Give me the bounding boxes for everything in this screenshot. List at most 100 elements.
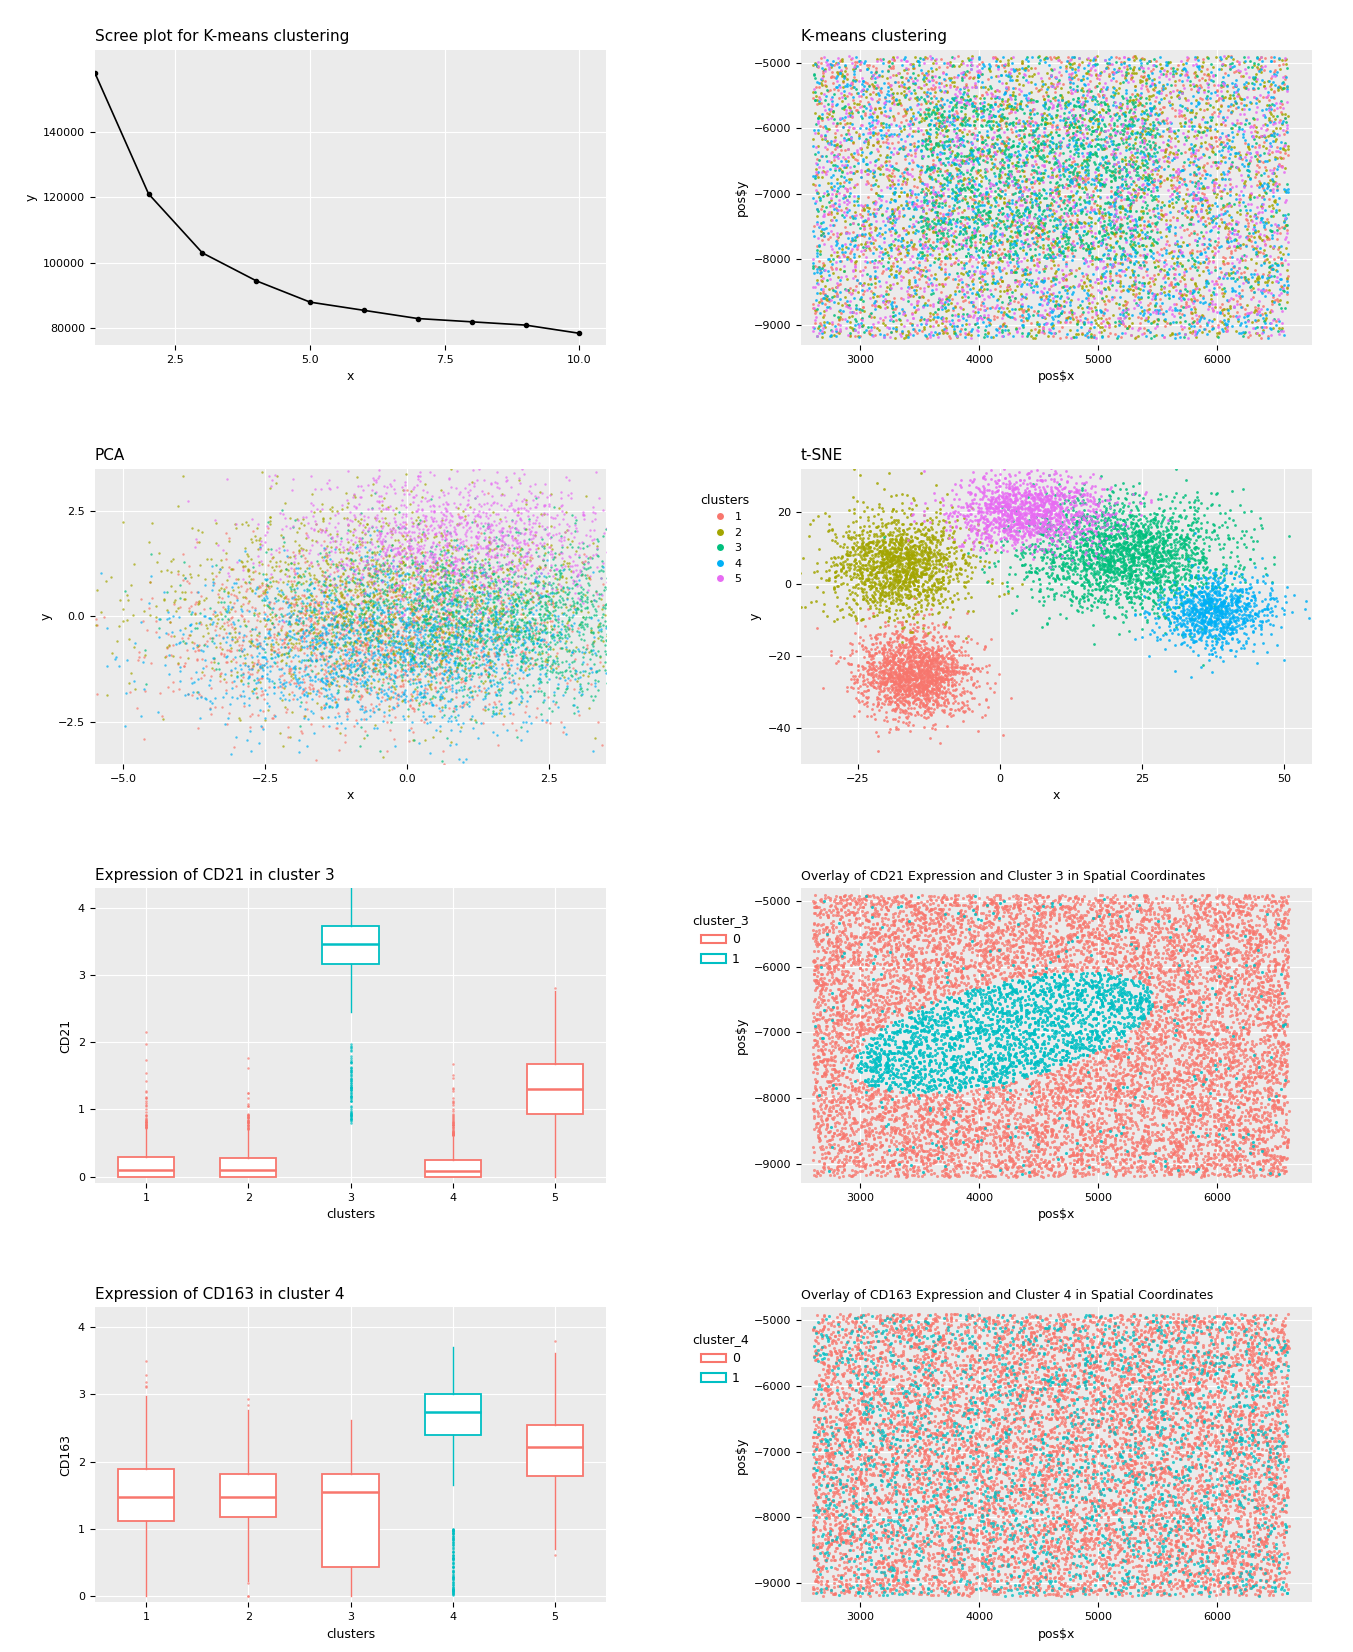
- Point: [1008, 955, 1030, 981]
- Point: [812, 249, 833, 276]
- Point: [271, 515, 292, 542]
- Point: [896, 1092, 917, 1118]
- Point: [1216, 1112, 1238, 1138]
- Point: [1053, 264, 1074, 291]
- Point: [572, 657, 594, 684]
- Point: [805, 923, 827, 950]
- Point: [1226, 94, 1247, 121]
- Point: [888, 1018, 909, 1044]
- Point: [1266, 1401, 1288, 1427]
- Point: [617, 582, 639, 608]
- Point: [948, 89, 970, 116]
- Point: [850, 1056, 871, 1082]
- Point: [816, 294, 838, 320]
- Point: [1180, 1419, 1201, 1446]
- Point: [907, 1031, 928, 1057]
- Point: [418, 618, 440, 644]
- Point: [1009, 1341, 1031, 1368]
- Point: [522, 629, 544, 656]
- Point: [1072, 1483, 1093, 1510]
- Point: [1269, 1056, 1291, 1082]
- Point: [846, 307, 867, 334]
- Point: [1111, 211, 1132, 238]
- Point: [802, 1095, 824, 1122]
- Point: [1036, 192, 1058, 218]
- Point: [823, 1492, 844, 1518]
- Point: [917, 567, 939, 593]
- Point: [582, 593, 603, 620]
- Point: [1277, 882, 1299, 909]
- Point: [1147, 1308, 1169, 1335]
- Point: [1004, 471, 1026, 497]
- Point: [879, 94, 901, 121]
- Point: [1034, 1472, 1055, 1498]
- Point: [1101, 940, 1123, 966]
- Point: [1095, 540, 1116, 567]
- Point: [928, 241, 950, 268]
- Point: [916, 291, 938, 317]
- Point: [1092, 1497, 1114, 1523]
- Point: [931, 583, 953, 610]
- Point: [391, 624, 413, 651]
- Point: [1216, 1394, 1238, 1421]
- Point: [1204, 1520, 1226, 1546]
- Point: [1024, 180, 1046, 206]
- Point: [1261, 1356, 1283, 1383]
- Point: [202, 691, 223, 717]
- Point: [1164, 264, 1185, 291]
- Point: [451, 534, 472, 560]
- Point: [911, 672, 932, 699]
- Point: [813, 1389, 835, 1416]
- Point: [839, 907, 861, 933]
- Point: [885, 641, 907, 667]
- Point: [892, 616, 913, 643]
- Point: [1142, 1462, 1164, 1488]
- Point: [950, 1049, 971, 1075]
- Point: [982, 1163, 1004, 1189]
- Point: [821, 996, 843, 1023]
- Point: [1130, 1061, 1151, 1087]
- Point: [1196, 573, 1218, 600]
- Point: [930, 580, 951, 606]
- Point: [977, 567, 999, 593]
- Point: [1081, 1333, 1103, 1360]
- Point: [1047, 43, 1069, 69]
- Point: [1016, 1049, 1038, 1075]
- Point: [886, 1455, 908, 1482]
- Point: [863, 226, 885, 253]
- Point: [936, 1449, 958, 1475]
- Point: [283, 601, 304, 628]
- Point: [1123, 1335, 1145, 1361]
- Point: [982, 1018, 1004, 1044]
- Point: [1020, 1079, 1042, 1105]
- Point: [1155, 1323, 1177, 1350]
- Point: [1112, 1161, 1134, 1188]
- Point: [1162, 1305, 1184, 1332]
- Point: [892, 672, 913, 699]
- Point: [1273, 1558, 1295, 1584]
- Point: [514, 603, 536, 629]
- Point: [1237, 268, 1258, 294]
- Point: [1073, 165, 1095, 192]
- Point: [919, 213, 940, 240]
- Point: [892, 319, 913, 345]
- Point: [1188, 618, 1210, 644]
- Point: [1270, 1398, 1292, 1424]
- Point: [1153, 119, 1174, 145]
- Point: [982, 1446, 1004, 1472]
- Point: [874, 648, 896, 674]
- Point: [1062, 243, 1084, 269]
- Point: [399, 608, 421, 634]
- Point: [1134, 1568, 1155, 1594]
- Point: [908, 662, 930, 689]
- Point: [348, 661, 369, 687]
- Point: [900, 246, 921, 273]
- Point: [881, 50, 902, 76]
- Point: [354, 606, 376, 633]
- Point: [884, 1553, 905, 1579]
- Point: [862, 200, 884, 226]
- Point: [414, 486, 436, 512]
- Point: [1224, 73, 1246, 99]
- Point: [869, 1001, 890, 1028]
- Point: [1126, 1355, 1147, 1381]
